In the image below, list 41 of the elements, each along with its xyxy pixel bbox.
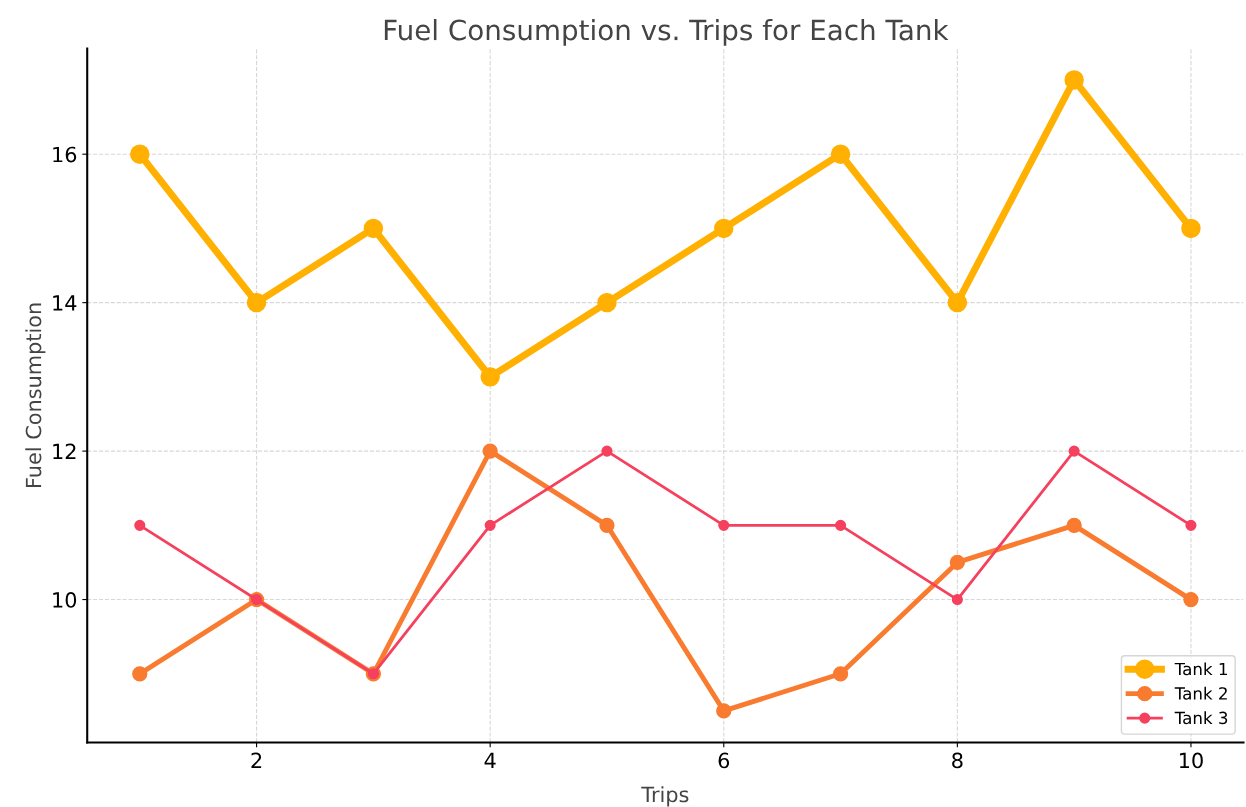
legend-label: Tank 2 bbox=[1174, 686, 1227, 700]
y-tick-label: 16 bbox=[53, 146, 77, 163]
point bbox=[951, 593, 963, 606]
point bbox=[482, 443, 498, 459]
point bbox=[132, 666, 148, 682]
point bbox=[599, 517, 615, 533]
y-tick-label: 10 bbox=[53, 592, 77, 608]
point bbox=[716, 703, 732, 719]
x-tick-label: 4 bbox=[484, 752, 496, 768]
point bbox=[601, 445, 613, 457]
x-tick-label: 6 bbox=[718, 752, 730, 769]
point bbox=[714, 218, 734, 239]
point bbox=[832, 666, 849, 682]
chart-title: Fuel Consumption vs. Trips for Each Tank bbox=[384, 18, 949, 46]
point bbox=[597, 292, 617, 313]
point bbox=[718, 519, 730, 531]
y-tick-label: 12 bbox=[53, 443, 76, 460]
point bbox=[134, 519, 146, 531]
point bbox=[246, 292, 267, 313]
y-tick-label: 14 bbox=[53, 295, 77, 311]
point bbox=[1066, 517, 1082, 533]
point bbox=[947, 292, 968, 313]
x-tick-label: 8 bbox=[952, 752, 963, 769]
point bbox=[1064, 70, 1084, 90]
point bbox=[949, 554, 965, 571]
point bbox=[484, 519, 496, 531]
point bbox=[480, 367, 500, 387]
point bbox=[1183, 591, 1199, 608]
point bbox=[363, 218, 384, 239]
point bbox=[835, 519, 847, 531]
point bbox=[1068, 445, 1080, 457]
point bbox=[1185, 519, 1197, 531]
x-axis-title: Trips bbox=[641, 786, 689, 807]
point bbox=[830, 144, 851, 164]
point bbox=[1181, 218, 1201, 239]
x-tick-label: 10 bbox=[1179, 752, 1203, 769]
legend-label: Tank 3 bbox=[1174, 711, 1228, 725]
x-tick-label: 2 bbox=[251, 752, 262, 768]
legend-label: Tank 1 bbox=[1174, 662, 1227, 676]
point bbox=[130, 144, 150, 164]
y-axis-title: Fuel Consumption bbox=[25, 303, 46, 488]
